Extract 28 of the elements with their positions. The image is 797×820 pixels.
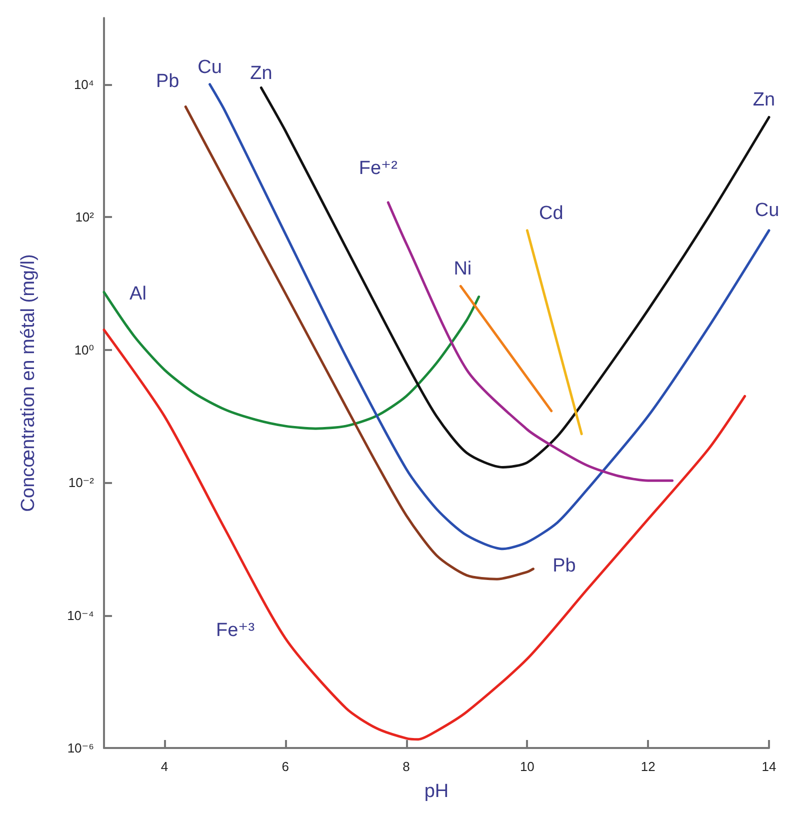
annotation: Fe⁺² (358, 158, 398, 179)
x-tick-label: 4 (160, 759, 168, 774)
x-tick-label: 12 (640, 759, 656, 774)
line-series (102, 328, 746, 741)
y-axis-title: Concœntration en métal (mg/l) (18, 254, 39, 512)
line-series (184, 105, 534, 580)
annotation: Cd (539, 202, 564, 224)
annotation: Al (130, 284, 146, 305)
annotation: Ni (454, 258, 472, 280)
y-tick-label: 10⁴ (74, 76, 94, 92)
annotation: Zn (752, 90, 776, 111)
annotation: Pb (552, 555, 576, 576)
x-tick-label: 10 (520, 759, 534, 774)
annotation: Cu (198, 56, 222, 78)
annotation: Fe⁺³ (216, 620, 255, 641)
annotation: Zn (250, 63, 272, 84)
x-tick-label: 14 (762, 759, 776, 774)
y-tick-label: 10⁻⁶ (67, 740, 94, 756)
x-tick-label: 6 (282, 759, 289, 774)
y-tick-label: 10⁰ (74, 342, 94, 358)
line-series (386, 201, 674, 482)
x-tick-label: 8 (402, 759, 410, 774)
annotation: Pb (156, 71, 180, 92)
y-tick-label: 10² (75, 210, 95, 225)
y-tick-label: 10⁻² (68, 475, 95, 490)
annotation: Cu (754, 200, 780, 221)
y-tick-label: 10⁻⁴ (67, 608, 94, 623)
x-axis-title: pH (424, 781, 449, 802)
